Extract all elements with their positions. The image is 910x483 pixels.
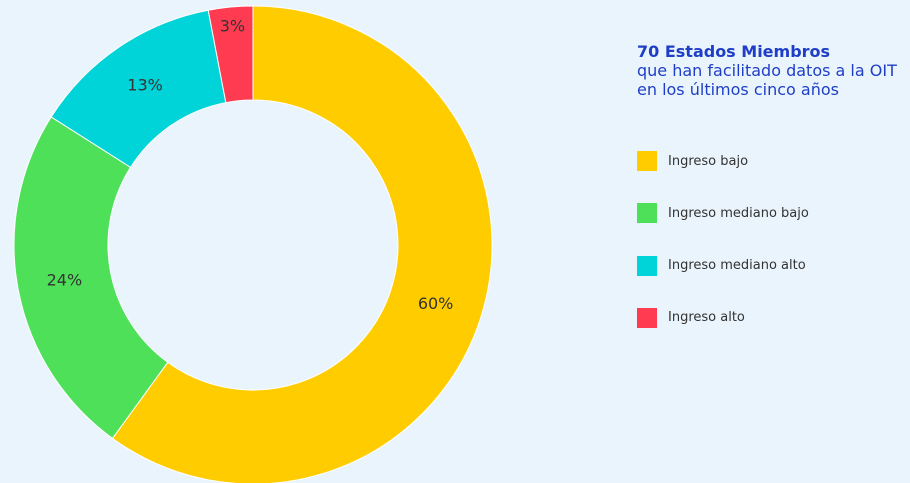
data-label: 24% [47, 270, 83, 289]
legend-item[interactable]: Ingreso bajo [637, 151, 748, 171]
legend-swatch [637, 307, 657, 328]
legend-label: Ingreso mediano bajo [668, 205, 809, 221]
data-label: 13% [127, 76, 163, 95]
legend-item[interactable]: Ingreso alto [637, 307, 745, 328]
legend-label: Ingreso alto [668, 310, 745, 326]
legend-label: Ingreso bajo [668, 153, 749, 169]
chart-subtitle: que han facilitado datos a la OIT en los… [637, 61, 897, 99]
slice [207, 5, 254, 104]
header: 70 Estados Miembros que han facilitado d… [637, 42, 910, 99]
data-label: 60% [418, 294, 454, 313]
data-label: 3% [220, 16, 245, 35]
legend-swatch [637, 203, 657, 224]
slice [13, 116, 169, 440]
chart-title: 70 Estados Miembros [637, 42, 831, 61]
legend-swatch [637, 255, 657, 276]
legend-label: Ingreso mediano alto [668, 258, 806, 274]
chart: 60% 24% 13% 3% [13, 5, 493, 483]
legend-swatch [637, 151, 657, 171]
legend-item[interactable]: Ingreso mediano bajo [637, 203, 809, 224]
legend-item[interactable]: Ingreso mediano alto [637, 255, 806, 276]
slice [111, 5, 493, 483]
